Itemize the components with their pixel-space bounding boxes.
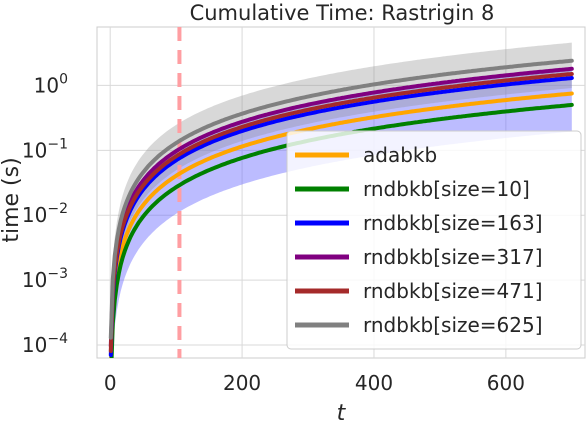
x-tick-label: 600 xyxy=(487,371,525,395)
legend-entry: rndbkb[size=471] xyxy=(363,279,543,303)
y-tick-label: 10−3 xyxy=(22,266,68,292)
y-tick-label: 10−1 xyxy=(22,136,68,162)
confidence-band xyxy=(110,42,572,358)
legend-entry: rndbkb[size=163] xyxy=(363,211,543,235)
y-axis-label: time (s) xyxy=(0,157,24,242)
series-line xyxy=(108,76,574,357)
legend-entry: rndbkb[size=625] xyxy=(363,313,543,337)
x-tick-label: 200 xyxy=(223,371,261,395)
x-tick-labels: 0 200 400 600 xyxy=(104,371,525,395)
y-tick-label: 10−4 xyxy=(22,331,68,357)
series-line xyxy=(108,66,574,348)
series-line xyxy=(108,72,574,353)
x-axis-label: t xyxy=(337,401,347,426)
x-tick-label: 0 xyxy=(104,371,117,395)
x-tick-label: 400 xyxy=(355,371,393,395)
legend: adabkb rndbkb[size=10] rndbkb[size=163] rnd… xyxy=(286,130,582,350)
y-tick-label: 10−2 xyxy=(22,201,68,227)
chart-title: Cumulative Time: Rastrigin 8 xyxy=(190,1,495,25)
y-tick-labels: 10−4 10−3 10−2 10−1 100 xyxy=(22,71,68,357)
legend-entry: rndbkb[size=317] xyxy=(363,245,543,269)
series-line xyxy=(109,91,574,358)
y-tick-label: 100 xyxy=(34,71,68,97)
legend-box xyxy=(286,130,582,350)
legend-entry: rndbkb[size=10] xyxy=(363,177,530,201)
series-line xyxy=(108,58,574,340)
legend-entry: adabkb xyxy=(363,143,437,167)
